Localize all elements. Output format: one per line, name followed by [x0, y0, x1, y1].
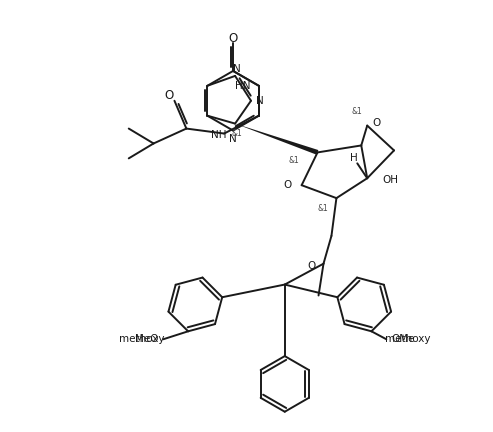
Text: O: O [283, 180, 292, 190]
Text: &1: &1 [232, 129, 243, 138]
Text: &1: &1 [317, 203, 328, 213]
Text: H: H [351, 153, 358, 163]
Text: &1: &1 [289, 156, 300, 165]
Text: O: O [307, 260, 316, 271]
Text: N: N [233, 64, 241, 74]
Text: OMe: OMe [391, 334, 415, 344]
Text: methoxy: methoxy [386, 334, 431, 344]
Polygon shape [235, 124, 318, 155]
Text: OH: OH [382, 175, 398, 185]
Text: N: N [229, 133, 237, 143]
Text: HN: HN [236, 81, 251, 91]
Text: N: N [256, 96, 264, 106]
Text: MeO: MeO [135, 334, 158, 344]
Text: &1: &1 [352, 107, 362, 116]
Text: O: O [165, 89, 174, 102]
Text: O: O [228, 32, 238, 44]
Text: NH: NH [211, 130, 226, 140]
Text: O: O [372, 118, 381, 127]
Text: methoxy: methoxy [119, 334, 164, 344]
